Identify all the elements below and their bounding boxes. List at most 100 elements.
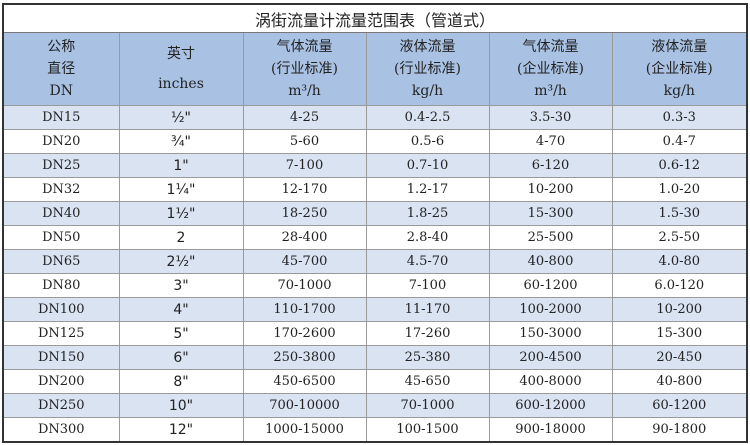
table-cell: 6"	[118, 345, 244, 370]
table-cell: 70-1000	[242, 273, 367, 298]
header-line: 直径	[47, 61, 76, 77]
table-cell: 11-170	[365, 297, 490, 322]
table-cell: 40-800	[488, 249, 613, 274]
table-cell: 7-100	[365, 273, 490, 298]
table-cell: 4-25	[242, 105, 367, 130]
table-cell: 3"	[118, 273, 244, 298]
table-cell: DN150	[2, 345, 120, 370]
table-cell: 10-200	[488, 177, 613, 202]
header-line: 气体流量	[522, 39, 579, 55]
header-line: (企业标准)	[645, 61, 713, 77]
header-line: 液体流量	[651, 39, 708, 55]
table-cell: DN125	[2, 321, 120, 346]
column-header: 公称 直径 DN	[2, 32, 120, 106]
column-header: 气体流量 (企业标准) m³/h	[488, 32, 613, 106]
table-row: DN20 ¾" 5-60 0.5-6 4-70 0.4-7	[2, 129, 748, 154]
table-cell: 3.5-30	[488, 105, 613, 130]
table-cell: 1.2-17	[365, 177, 490, 202]
column-header: 液体流量 (企业标准) kg/h	[611, 32, 748, 106]
header-row: 公称 直径 DN 英寸 inches 气体流量 (行业标准) m³/h 液体流量 (行业标准) kg…	[2, 32, 748, 106]
header-line: (企业标准)	[517, 61, 584, 77]
table-cell: 5-60	[242, 129, 367, 154]
table-cell: 1.0-20	[611, 177, 748, 202]
header-line: 公称	[47, 39, 76, 55]
header-line: 气体流量	[276, 39, 333, 55]
table-cell: DN65	[2, 249, 120, 274]
table-cell: DN200	[2, 369, 120, 394]
flow-range-table: 涡街流量计流量范围表（管道式） 公称 直径 DN 英寸 inches 气体流量 (行业标准)…	[2, 3, 749, 443]
table-cell: 25-500	[488, 225, 613, 250]
table-cell: 4.0-80	[611, 249, 748, 274]
header-line: inches	[158, 76, 204, 92]
table-cell: 12-170	[242, 177, 367, 202]
table-row: DN250 10" 700-10000 70-1000 600-12000 60-1200	[2, 393, 748, 418]
table-cell: 90-1800	[611, 417, 748, 443]
table-cell: 8"	[118, 369, 244, 394]
table-body: DN15 ½" 4-25 0.4-2.5 3.5-30 0.3-3 DN20 ¾" 5-60 0.…	[2, 105, 748, 443]
table-cell: ¾"	[118, 129, 244, 154]
table-cell: 1.5-30	[611, 201, 748, 226]
header-line: (行业标准)	[271, 61, 338, 77]
table-cell: DN32	[2, 177, 120, 202]
column-header: 英寸 inches	[118, 32, 244, 106]
table-cell: 2.8-40	[365, 225, 490, 250]
table-cell: 400-8000	[488, 369, 613, 394]
table-row: DN15 ½" 4-25 0.4-2.5 3.5-30 0.3-3	[2, 105, 748, 130]
table-cell: 15-300	[611, 321, 748, 346]
table-cell: 200-4500	[488, 345, 613, 370]
table-cell: DN50	[2, 225, 120, 250]
header-line: kg/h	[411, 83, 444, 99]
table-cell: 700-10000	[242, 393, 367, 418]
table-cell: 40-800	[611, 369, 748, 394]
table-cell: 70-1000	[365, 393, 490, 418]
table-cell: 2½"	[118, 249, 244, 274]
table-cell: 1"	[118, 153, 244, 178]
table-cell: 100-1500	[365, 417, 490, 443]
header-line	[120, 65, 243, 73]
table-cell: DN80	[2, 273, 120, 298]
table-cell: 600-12000	[488, 393, 613, 418]
table-row: DN125 5" 170-2600 17-260 150-3000 15-300	[2, 321, 748, 346]
table-cell: 25-380	[365, 345, 490, 370]
table-cell: 1000-15000	[242, 417, 367, 443]
table-title: 涡街流量计流量范围表（管道式）	[2, 3, 748, 33]
table-row: DN80 3" 70-1000 7-100 60-1200 6.0-120	[2, 273, 748, 298]
table-cell: 20-450	[611, 345, 748, 370]
table-cell: 450-6500	[242, 369, 367, 394]
table-cell: 60-1200	[611, 393, 748, 418]
table-row: DN40 1½" 18-250 1.8-25 15-300 1.5-30	[2, 201, 748, 226]
table-cell: 0.7-10	[365, 153, 490, 178]
table-cell: 10"	[118, 393, 244, 418]
table-row: DN100 4" 110-1700 11-170 100-2000 10-200	[2, 297, 748, 322]
table-row: DN150 6" 250-3800 25-380 200-4500 20-450	[2, 345, 748, 370]
table-cell: 150-3000	[488, 321, 613, 346]
table-cell: 60-1200	[488, 273, 613, 298]
header-line: 液体流量	[399, 39, 456, 55]
table-row: DN50 2 28-400 2.8-40 25-500 2.5-50	[2, 225, 748, 250]
table-cell: DN100	[2, 297, 120, 322]
table-cell: 28-400	[242, 225, 367, 250]
table-cell: 6.0-120	[611, 273, 748, 298]
table-cell: 110-1700	[242, 297, 367, 322]
table-cell: 4.5-70	[365, 249, 490, 274]
table-cell: 0.4-2.5	[365, 105, 490, 130]
table-cell: 6-120	[488, 153, 613, 178]
table-cell: DN20	[2, 129, 120, 154]
table-cell: 250-3800	[242, 345, 367, 370]
table-cell: DN40	[2, 201, 120, 226]
table-cell: 0.3-3	[611, 105, 748, 130]
table-cell: 900-18000	[488, 417, 613, 443]
table-cell: 12"	[118, 417, 244, 443]
table-cell: DN25	[2, 153, 120, 178]
header-line: (行业标准)	[394, 61, 461, 77]
table-cell: 17-260	[365, 321, 490, 346]
table-cell: 1½"	[118, 201, 244, 226]
table-cell: DN300	[2, 417, 120, 443]
header-line: kg/h	[663, 83, 695, 99]
table-cell: 15-300	[488, 201, 613, 226]
header-line: m³/h	[534, 83, 567, 99]
table-row: DN200 8" 450-6500 45-650 400-8000 40-800	[2, 369, 748, 394]
table-cell: 10-200	[611, 297, 748, 322]
table-cell: 0.6-12	[611, 153, 748, 178]
table-cell: 7-100	[242, 153, 367, 178]
